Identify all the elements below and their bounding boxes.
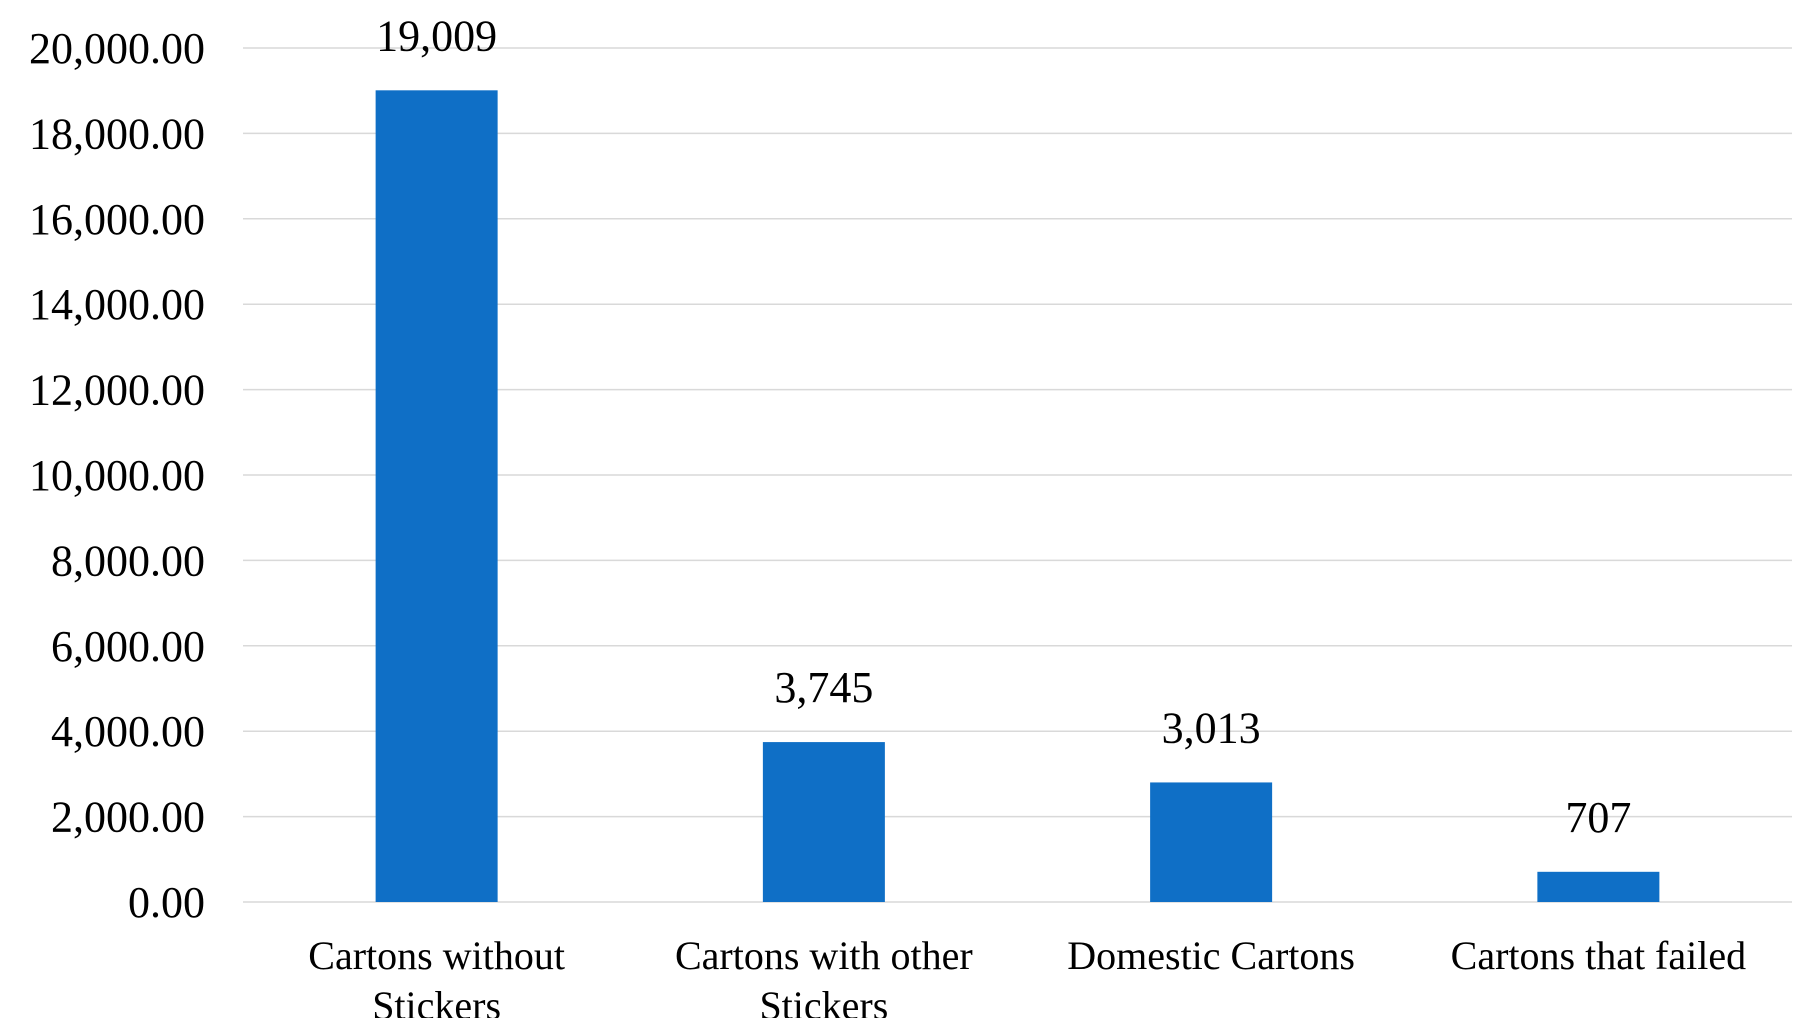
y-tick-label: 2,000.00 bbox=[51, 793, 205, 842]
bar bbox=[1537, 871, 1660, 902]
y-tick-label: 10,000.00 bbox=[29, 451, 205, 500]
y-tick-label: 12,000.00 bbox=[29, 366, 205, 415]
data-label: 3,745 bbox=[774, 663, 873, 712]
y-tick-label: 20,000.00 bbox=[29, 24, 205, 73]
x-tick-label: Cartons with other bbox=[675, 933, 973, 978]
data-labels: 19,009 3,745 3,013 707 bbox=[376, 11, 1631, 841]
bar bbox=[1150, 782, 1273, 902]
y-tick-label: 18,000.00 bbox=[29, 109, 205, 158]
gridlines bbox=[243, 47, 1792, 903]
bar bbox=[375, 90, 498, 903]
data-label: 707 bbox=[1565, 793, 1631, 842]
y-tick-label: 16,000.00 bbox=[29, 195, 205, 244]
data-label: 19,009 bbox=[376, 11, 497, 60]
y-tick-label: 8,000.00 bbox=[51, 536, 205, 585]
x-axis-category-labels: Cartons without Stickers Cartons with othe… bbox=[308, 933, 1746, 1018]
data-label: 3,013 bbox=[1162, 703, 1261, 752]
x-tick-label: Stickers bbox=[372, 983, 501, 1018]
y-tick-label: 4,000.00 bbox=[51, 707, 205, 756]
x-tick-label: Cartons that failed bbox=[1451, 933, 1746, 978]
y-tick-label: 0.00 bbox=[128, 878, 205, 927]
bar bbox=[762, 742, 885, 902]
x-tick-label: Cartons without bbox=[308, 933, 565, 978]
bars bbox=[375, 90, 1660, 903]
x-tick-label: Domestic Cartons bbox=[1067, 933, 1355, 978]
y-tick-label: 14,000.00 bbox=[29, 280, 205, 329]
y-tick-label: 6,000.00 bbox=[51, 622, 205, 671]
y-axis-tick-labels: 0.00 2,000.00 4,000.00 6,000.00 8,000.00 10,0… bbox=[29, 24, 205, 927]
x-tick-label: Stickers bbox=[759, 983, 888, 1018]
